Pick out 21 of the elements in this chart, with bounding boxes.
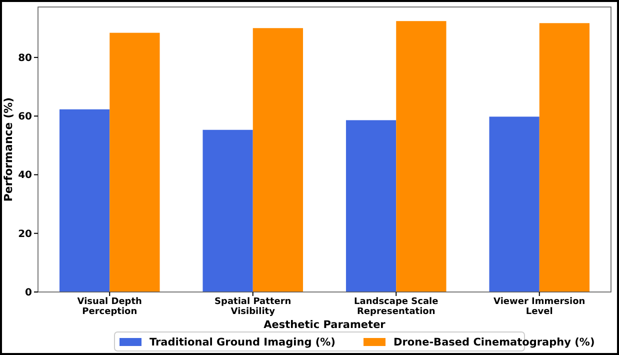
x-tick-label: Visual Depth Perception (77, 297, 142, 317)
bar (202, 130, 253, 292)
bar (59, 109, 110, 292)
legend-label: Drone-Based Cinematography (%) (394, 336, 595, 349)
y-axis-title: Performance (%) (2, 97, 15, 202)
y-tick-label: 0 (25, 288, 32, 298)
bar (110, 32, 160, 292)
bar (396, 21, 446, 292)
bar (252, 28, 304, 292)
x-tick-label: Viewer Immersion Level (494, 297, 586, 317)
y-tick-label: 20 (18, 228, 32, 240)
y-tick-label: 40 (18, 170, 32, 182)
bar (539, 23, 590, 292)
bar (346, 120, 396, 292)
x-tick-label: Spatial Pattern Visibility (214, 297, 292, 317)
x-tick-label: Landscape Scale Representation (354, 297, 438, 317)
y-tick-label: 60 (18, 112, 32, 123)
legend-label: Traditional Ground Imaging (%) (150, 336, 336, 349)
x-axis-title: Aesthetic Parameter (264, 319, 386, 331)
y-tick-label: 80 (18, 52, 32, 64)
bar (489, 116, 540, 292)
